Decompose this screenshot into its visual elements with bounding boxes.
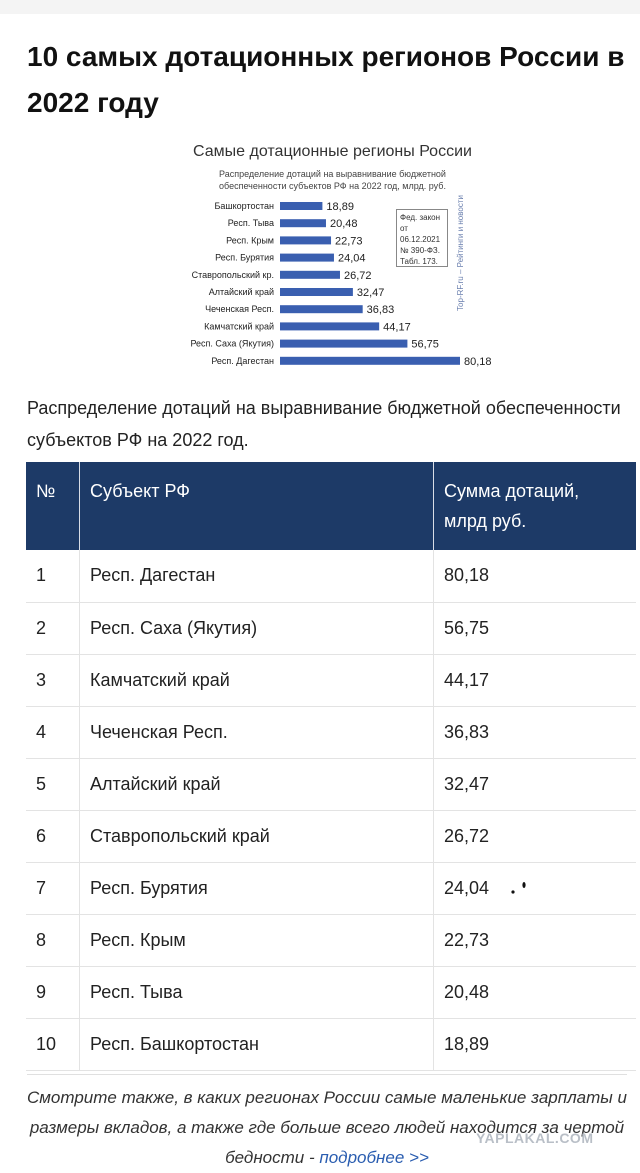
table-row: 4 Чеченская Респ. 36,83 (26, 706, 636, 759)
chart-bar (280, 270, 340, 279)
header-amount: Сумма дотаций, млрд руб. (433, 462, 636, 550)
row-region: Камчатский край (79, 654, 434, 707)
stray-dots-icon (511, 882, 526, 894)
header-amount-line1: Сумма дотаций, (444, 481, 580, 501)
chart-category-label: Респ. Саха (Якутия) (190, 339, 274, 349)
header-amount-line2: млрд руб. (444, 511, 527, 531)
row-region: Респ. Крым (79, 914, 434, 967)
row-amount: 80,18 (433, 550, 636, 603)
row-number: 3 (26, 654, 80, 707)
chart-value-label: 18,89 (326, 201, 354, 213)
chart-category-label: Камчатский край (204, 321, 274, 331)
row-region: Респ. Тыва (79, 966, 434, 1019)
law-note: Фед. закон от 06.12.2021 № 390-ФЗ. Табл.… (396, 209, 448, 267)
row-amount: 44,17 (433, 654, 636, 707)
chart-value-label: 24,04 (338, 253, 366, 265)
chart-bar (280, 288, 353, 296)
note-line: № 390-ФЗ. (400, 246, 440, 255)
top-strip (0, 0, 640, 14)
chart-category-label: Респ. Дагестан (211, 356, 274, 366)
table-header-row: № Субъект РФ Сумма дотаций, млрд руб. (26, 462, 636, 550)
chart-value-label: 56,75 (411, 339, 439, 351)
chart-category-label: Алтайский край (209, 287, 274, 297)
table-row: 3 Камчатский край 44,17 (26, 654, 636, 707)
chart-value-label: 36,83 (367, 304, 395, 316)
chart-image: Самые дотационные регионы России Распред… (160, 135, 505, 375)
chart-subtitle-line1: Распределение дотаций на выравнивание бю… (219, 169, 446, 179)
chart-category-label: Респ. Тыва (228, 218, 274, 228)
row-region: Респ. Саха (Якутия) (79, 602, 434, 655)
note-line: Фед. закон (400, 213, 441, 222)
header-number: № (26, 462, 80, 550)
chart-value-label: 44,17 (383, 321, 411, 333)
chart-value-label: 20,48 (330, 218, 358, 230)
row-number: 6 (26, 810, 80, 863)
row-amount: 20,48 (433, 966, 636, 1019)
table-row: 1 Респ. Дагестан 80,18 (26, 550, 636, 603)
table-row: 5 Алтайский край 32,47 (26, 758, 636, 811)
chart-bar (280, 219, 326, 228)
row-number: 1 (26, 550, 80, 603)
row-region: Респ. Бурятия (79, 862, 434, 915)
intro-text: Распределение дотаций на выравнивание бю… (27, 398, 621, 450)
row-number: 7 (26, 862, 80, 915)
row-number: 5 (26, 758, 80, 811)
chart-bar (280, 305, 363, 314)
table-row: 6 Ставропольский край 26,72 (26, 810, 636, 863)
see-also-footer: Смотрите также, в каких регионах России … (27, 1074, 627, 1170)
more-link[interactable]: подробнее >> (319, 1148, 429, 1167)
table-row: 8 Респ. Крым 22,73 (26, 914, 636, 967)
row-number: 2 (26, 602, 80, 655)
row-region: Ставропольский край (79, 810, 434, 863)
chart-value-label: 80,18 (464, 356, 492, 368)
chart-bar (280, 322, 380, 331)
chart-source: Top-RF.ru – Рейтинги и новости (456, 195, 465, 311)
chart-bar (280, 356, 460, 365)
chart-value-label: 32,47 (357, 287, 385, 299)
chart-category-label: Ставропольский кр. (192, 270, 274, 280)
chart-subtitle: Распределение дотаций на выравнивание бю… (160, 168, 505, 192)
table-row: 9 Респ. Тыва 20,48 (26, 966, 636, 1019)
row-region: Алтайский край (79, 758, 434, 811)
row-number: 9 (26, 966, 80, 1019)
row-number: 10 (26, 1018, 80, 1071)
row-amount: 32,47 (433, 758, 636, 811)
chart-bar (280, 339, 408, 348)
row-amount: 36,83 (433, 706, 636, 759)
bar-chart: Башкортостан 18,89 Респ. Тыва 20,48 Респ. Кр… (190, 201, 492, 368)
row-amount: 24,04 (433, 862, 636, 915)
row-region: Чеченская Респ. (79, 706, 434, 759)
chart-bar (280, 202, 323, 210)
table-row: 2 Респ. Саха (Якутия) 56,75 (26, 602, 636, 655)
chart-bar (280, 253, 334, 262)
chart-category-label: Башкортостан (214, 201, 274, 211)
chart-category-label: Чеченская Респ. (205, 304, 274, 314)
row-amount: 56,75 (433, 602, 636, 655)
row-amount: 18,89 (433, 1018, 636, 1071)
table-row: 7 Респ. Бурятия 24,04 (26, 862, 636, 915)
see-also-text: Смотрите также, в каких регионах России … (27, 1088, 627, 1167)
header-region: Субъект РФ (79, 462, 434, 550)
site-watermark: YAPLAKAL.COM (476, 1130, 594, 1146)
chart-title: Самые дотационные регионы России (193, 143, 472, 160)
row-number: 4 (26, 706, 80, 759)
note-line: от 06.12.2021 (400, 224, 441, 244)
note-line: Табл. 173. (400, 257, 438, 266)
row-amount: 22,73 (433, 914, 636, 967)
table-row: 10 Респ. Башкортостан 18,89 (26, 1018, 636, 1071)
chart-subtitle-line2: обеспеченности субъектов РФ на 2022 год,… (219, 181, 446, 191)
chart-bar (280, 236, 332, 245)
row-amount: 26,72 (433, 810, 636, 863)
row-region: Респ. Дагестан (79, 550, 434, 603)
row-region: Респ. Башкортостан (79, 1018, 434, 1071)
chart-category-label: Респ. Крым (226, 235, 274, 245)
chart-value-label: 26,72 (344, 270, 372, 282)
row-number: 8 (26, 914, 80, 967)
chart-value-label: 22,73 (335, 235, 363, 247)
article-title: 10 самых дотационных регионов России в 2… (27, 41, 625, 118)
chart-category-label: Респ. Бурятия (215, 253, 274, 263)
